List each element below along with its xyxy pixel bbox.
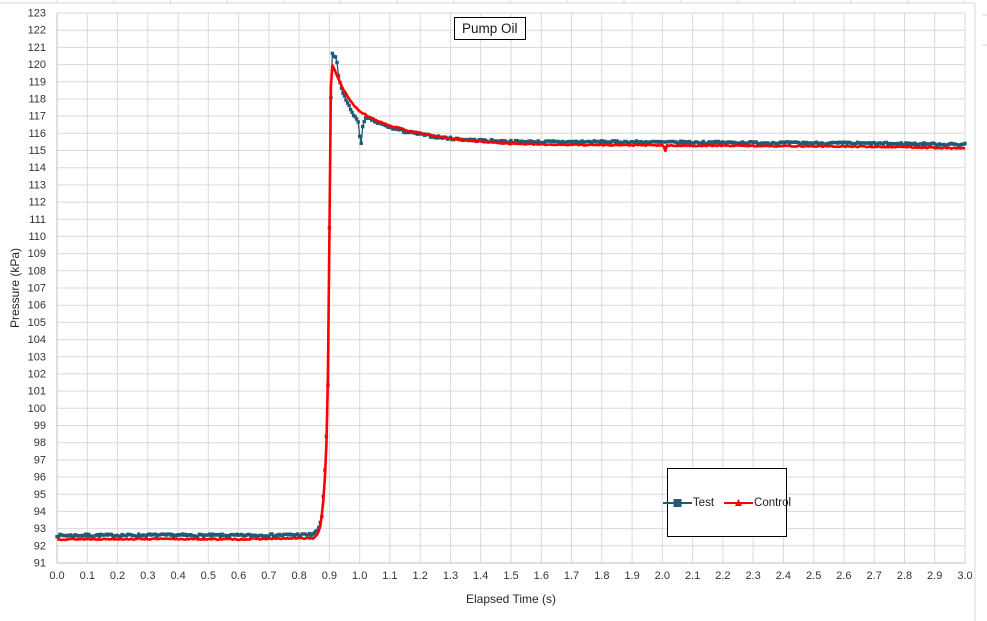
svg-text:105: 105 (28, 317, 46, 329)
svg-text:1.9: 1.9 (624, 570, 639, 582)
svg-text:2.2: 2.2 (715, 570, 730, 582)
svg-text:0.9: 0.9 (322, 570, 337, 582)
series-control (56, 64, 966, 542)
svg-text:113: 113 (28, 179, 46, 191)
svg-text:0.7: 0.7 (261, 570, 276, 582)
gridlines (56, 12, 966, 564)
svg-text:1.0: 1.0 (352, 570, 367, 582)
legend-label-test: Test (692, 496, 715, 509)
svg-text:2.8: 2.8 (897, 570, 912, 582)
svg-text:0.1: 0.1 (80, 570, 95, 582)
chart-title: Pump Oil (454, 17, 526, 40)
svg-text:112: 112 (28, 197, 46, 209)
svg-text:120: 120 (28, 59, 46, 71)
svg-text:97: 97 (34, 454, 46, 466)
svg-text:93: 93 (34, 523, 46, 535)
svg-text:2.7: 2.7 (867, 570, 882, 582)
svg-text:3.0: 3.0 (957, 570, 972, 582)
svg-text:101: 101 (28, 386, 46, 398)
svg-text:0.2: 0.2 (110, 570, 125, 582)
svg-text:114: 114 (28, 162, 46, 174)
svg-text:102: 102 (28, 368, 46, 380)
svg-text:1.6: 1.6 (534, 570, 549, 582)
x-tick-labels: 0.0 0.1 0.2 0.3 0.4 0.5 0.6 0.7 0.8 0.9 1.0 1.1 1.2 1… (49, 570, 972, 582)
svg-text:0.8: 0.8 (291, 570, 306, 582)
control-series-marker-icon (724, 498, 754, 506)
svg-text:1.1: 1.1 (382, 570, 397, 582)
svg-text:0.4: 0.4 (170, 570, 185, 582)
svg-text:2.9: 2.9 (927, 570, 942, 582)
svg-text:91: 91 (34, 558, 46, 570)
x-axis-title: Elapsed Time (s) (465, 592, 557, 606)
svg-text:2.1: 2.1 (685, 570, 700, 582)
svg-text:2.3: 2.3 (745, 570, 760, 582)
svg-text:99: 99 (34, 420, 46, 432)
y-axis-title: Pressure (kPa) (8, 247, 22, 329)
svg-text:1.4: 1.4 (473, 570, 488, 582)
svg-text:107: 107 (28, 283, 46, 295)
svg-text:116: 116 (28, 128, 46, 140)
svg-text:100: 100 (28, 403, 46, 415)
svg-text:0.0: 0.0 (49, 570, 64, 582)
svg-text:115: 115 (28, 145, 46, 157)
svg-text:111: 111 (29, 214, 46, 226)
svg-text:123: 123 (28, 8, 46, 20)
legend-item-control: Control (724, 497, 791, 509)
svg-text:117: 117 (28, 111, 46, 123)
svg-text:2.4: 2.4 (776, 570, 791, 582)
svg-text:1.2: 1.2 (413, 570, 428, 582)
svg-text:94: 94 (34, 506, 46, 518)
svg-text:0.6: 0.6 (231, 570, 246, 582)
test-series-marker-icon (662, 498, 692, 507)
svg-text:121: 121 (28, 42, 46, 54)
svg-text:0.5: 0.5 (201, 570, 216, 582)
svg-text:0.3: 0.3 (140, 570, 155, 582)
svg-text:2.0: 2.0 (655, 570, 670, 582)
svg-text:118: 118 (28, 93, 46, 105)
legend-item-test: Test (662, 496, 715, 509)
svg-text:92: 92 (34, 540, 46, 552)
series-test (55, 50, 967, 539)
svg-text:1.5: 1.5 (503, 570, 518, 582)
svg-text:98: 98 (34, 437, 46, 449)
svg-text:109: 109 (28, 248, 46, 260)
svg-text:95: 95 (34, 489, 46, 501)
svg-text:2.5: 2.5 (806, 570, 821, 582)
svg-text:96: 96 (34, 472, 46, 484)
svg-text:103: 103 (28, 351, 46, 363)
svg-text:108: 108 (28, 265, 46, 277)
svg-text:1.3: 1.3 (443, 570, 458, 582)
y-tick-labels: 91 92 93 94 95 96 97 98 99 100 101 102 103 104 105 106 1… (28, 8, 46, 570)
svg-text:106: 106 (28, 300, 46, 312)
svg-text:122: 122 (28, 25, 46, 37)
svg-text:119: 119 (28, 76, 46, 88)
svg-text:2.6: 2.6 (836, 570, 851, 582)
legend: Test Control (662, 468, 791, 537)
svg-text:1.8: 1.8 (594, 570, 609, 582)
svg-text:104: 104 (28, 334, 46, 346)
svg-text:1.7: 1.7 (564, 570, 579, 582)
legend-label-control: Control (754, 496, 792, 509)
svg-text:110: 110 (28, 231, 46, 243)
